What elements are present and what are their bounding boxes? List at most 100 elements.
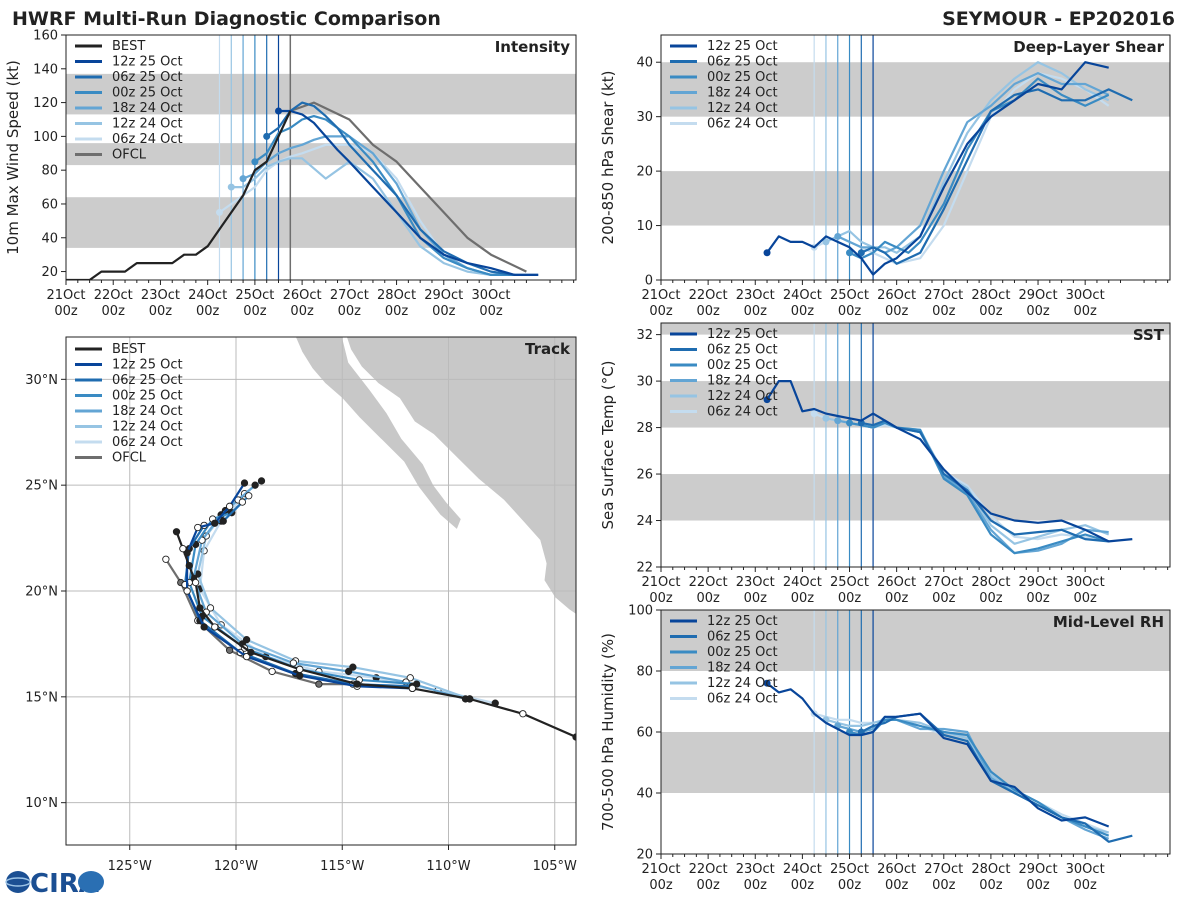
sst-plot-area [661,323,1170,567]
panel-rh: 20 40 60 80 100 700-500 hPa Humidity (%) 21Oct… [599,604,1171,893]
sst-legend-label-12z-24-oct: 12z 24 Oct [707,389,778,404]
sst-legend-label-06z-25-oct: 06z 25 Oct [707,343,778,358]
sst-xtick-label-21oct: 21Oct [641,575,680,590]
intensity-start-marker-06z-24-oct [215,208,223,216]
sst-ytick-label-22: 22 [636,561,653,576]
shear-xtick-sub-28oct: 00z [979,304,1003,319]
intensity-start-marker-06z-25-oct [263,132,271,140]
shear-series-12z-24-oct [825,61,1110,254]
shear-xtick-sub-25oct: 00z [838,304,862,319]
track-point-12z-25-oct [183,587,191,595]
intensity-series-12z-25-oct [278,109,539,276]
track-ytick-label-15-n: 15°N [25,690,58,705]
track-legend-label-18z-24-oct: 18z 24 Oct [112,404,183,419]
track-point-12z-25-oct [240,479,249,487]
shear-xtick-label-25oct: 25Oct [830,288,869,303]
intensity-xtick-sub-23oct: 00z [149,304,173,319]
rh-xtick-sub-25oct: 00z [838,878,862,893]
intensity-xtick-label-28oct: 28Oct [377,288,416,303]
track-point-best [191,578,200,587]
intensity-ytick-label-20: 20 [41,265,58,280]
track-point-12z-25-oct [242,652,251,661]
intensity-series-18z-24-oct [242,135,515,276]
sst-series-00z-25-oct [849,421,1110,555]
rh-ytick-label-20: 20 [636,848,653,863]
track-12z-24-oct [196,480,471,701]
intensity-start-marker-00z-25-oct [251,158,259,166]
track-legend-label-00z-25-oct: 00z 25 Oct [112,389,183,404]
track-point-12z-25-oct [211,519,219,527]
sst-start-marker-12z-24-oct [822,414,830,422]
intensity-legend-label-ofcl: OFCL [112,148,147,163]
cira-logo: CIRA [5,869,104,899]
track-xtick-label-110-w: 110°W [426,859,470,874]
track-point-best [211,623,219,631]
shear-xtick-sub-27oct: 00z [932,304,956,319]
rh-plot-area [661,610,1170,854]
rh-xtick-sub-29oct: 00z [1026,878,1050,893]
rh-xtick-label-23oct: 23Oct [736,862,775,877]
rh-start-marker-12z-25-oct [763,679,771,687]
track-point-12z-24-oct [206,604,215,612]
sst-band-0 [661,474,1170,521]
intensity-xtick-sub-24oct: 00z [196,304,220,319]
intensity-series-12z-24-oct [231,157,515,276]
rh-legend-label-06z-25-oct: 06z 25 Oct [707,630,778,645]
shear-start-marker-12z-24-oct [822,238,830,246]
shear-xtick-label-22oct: 22Oct [689,288,728,303]
sst-ytick-label-26: 26 [636,468,653,483]
track-ytick-label-30-n: 30°N [25,373,58,388]
sst-xtick-sub-23oct: 00z [744,591,768,606]
shear-legend-label-06z-25-oct: 06z 25 Oct [707,55,778,70]
sst-ytick-label-30: 30 [636,375,653,390]
rh-xtick-label-28oct: 28Oct [971,862,1010,877]
intensity-xtick-label-29oct: 29Oct [424,288,463,303]
intensity-panel-title: Intensity [495,38,571,56]
rh-ylabel: 700-500 hPa Humidity (%) [599,633,617,831]
track-point-best [296,665,304,673]
sst-xtick-sub-24oct: 00z [791,591,815,606]
panel-intensity: 20 40 60 80 100 120 140 160 10m Max Wind Speed (… [4,29,577,319]
intensity-ytick-label-100: 100 [33,130,58,145]
shear-xtick-label-27oct: 27Oct [924,288,963,303]
intensity-legend-label-best: BEST [112,39,145,54]
sst-x-ticks: 21Oct00z22Oct00z23Oct00z24Oct00z25Oct00z… [641,567,1169,606]
intensity-xtick-sub-30oct: 00z [479,304,503,319]
track-point-best [196,604,204,612]
track-legend-label-06z-25-oct: 06z 25 Oct [112,373,183,388]
shear-band-0 [661,171,1170,226]
sst-xtick-sub-30oct: 00z [1073,591,1097,606]
rh-legend-label-12z-24-oct: 12z 24 Oct [707,676,778,691]
intensity-frame [65,34,577,281]
sst-start-marker-00z-25-oct [846,419,854,427]
rh-ytick-label-40: 40 [636,787,653,802]
track-ytick-label-25-n: 25°N [25,479,58,494]
intensity-xtick-label-26oct: 26Oct [283,288,322,303]
track-grid [66,337,576,845]
sst-xtick-label-27oct: 27Oct [924,575,963,590]
shear-ytick-label-0: 0 [645,274,653,289]
track-point-06z-25-oct [219,517,227,525]
sst-panel-title: SST [1133,326,1165,344]
sst-frame [660,322,1171,568]
shear-ytick-label-30: 30 [636,110,653,125]
track-18z-24-oct [192,484,466,701]
sst-xtick-sub-29oct: 00z [1026,591,1050,606]
intensity-plot-area [66,35,576,280]
rh-xtick-label-29oct: 29Oct [1019,862,1058,877]
shear-ytick-label-10: 10 [636,219,653,234]
track-point-best [185,561,193,570]
sst-start-marker-18z-24-oct [834,417,842,425]
rh-xtick-sub-26oct: 00z [885,878,909,893]
shear-start-marker-12z-25-oct [763,249,771,257]
rh-band-1 [661,610,1170,671]
rh-legend-label-06z-24-oct: 06z 24 Oct [707,692,778,707]
shear-xtick-sub-23oct: 00z [744,304,768,319]
track-06z-25-oct [183,501,413,688]
